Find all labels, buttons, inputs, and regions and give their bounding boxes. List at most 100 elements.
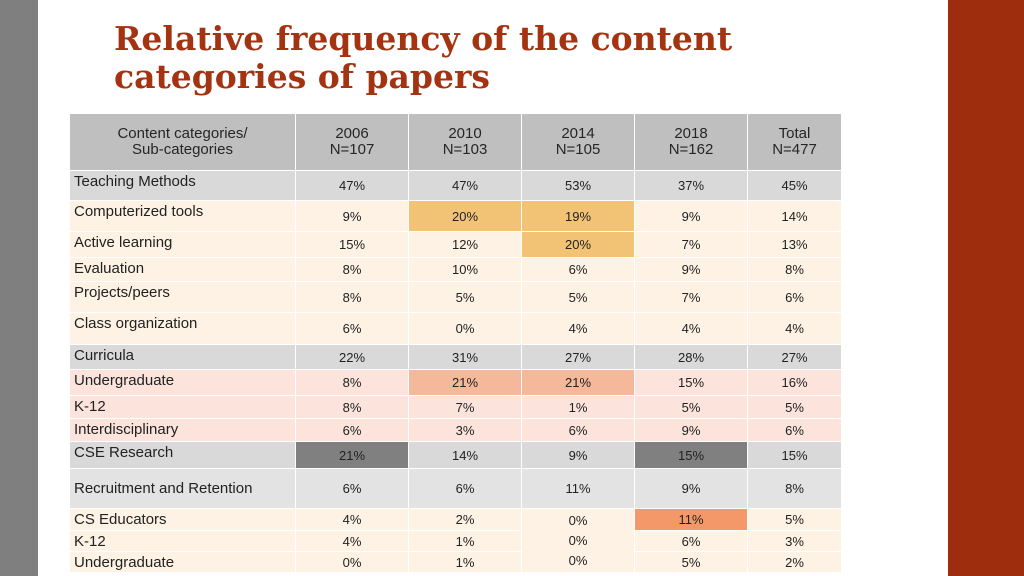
- cell-total: 4%: [747, 312, 842, 345]
- slide-title: Relative frequency of the content catego…: [114, 20, 914, 96]
- cell-2014: 53%: [521, 170, 635, 201]
- cell-2010: 6%: [408, 468, 522, 509]
- cell-2014-stack: 0% 0% 0%: [521, 508, 635, 573]
- cell-2018: 6%: [634, 530, 748, 552]
- table-row: Recruitment and Retention 6% 6% 11% 9% 8…: [69, 468, 842, 509]
- cell-total: 27%: [747, 344, 842, 370]
- cell-2010-highlight: 21%: [408, 369, 522, 396]
- cell-2014-highlight: 21%: [521, 369, 635, 396]
- cell-2010: 31%: [408, 344, 522, 370]
- row-label: Interdisciplinary: [69, 418, 296, 442]
- slide-title-line-2: categories of papers: [114, 57, 490, 96]
- cell-2014: 27%: [521, 344, 635, 370]
- table-row: Class organization 6% 0% 4% 4% 4%: [69, 312, 842, 345]
- cell-2018: 28%: [634, 344, 748, 370]
- cell-total: 3%: [747, 530, 842, 552]
- cell-2010: 3%: [408, 418, 522, 442]
- cell-2006: 6%: [295, 468, 409, 509]
- row-label: Undergraduate: [69, 551, 296, 573]
- cell-2014: 11%: [521, 468, 635, 509]
- cell-total: 45%: [747, 170, 842, 201]
- slide-title-line-1: Relative frequency of the content: [114, 19, 733, 58]
- cell-2018-highlight: 15%: [634, 441, 748, 469]
- frequency-table: Content categories/Sub-categories 2006 N=…: [69, 113, 842, 573]
- cell-2006: 8%: [295, 257, 409, 282]
- cell-2006: 6%: [295, 312, 409, 345]
- row-label: Computerized tools: [69, 200, 296, 232]
- table-row: Undergraduate 8% 21% 21% 15% 16%: [69, 369, 842, 396]
- cell-2018: 5%: [634, 395, 748, 419]
- row-label: Teaching Methods: [69, 170, 296, 201]
- cell-total: 2%: [747, 551, 842, 573]
- row-label: K-12: [69, 395, 296, 419]
- cell-2018: 7%: [634, 231, 748, 258]
- row-label: Curricula: [69, 344, 296, 370]
- cell-2018: 4%: [634, 312, 748, 345]
- table-row: Computerized tools 9% 20% 19% 9% 14%: [69, 200, 842, 232]
- cell-2006: 4%: [295, 530, 409, 552]
- table-row: Evaluation 8% 10% 6% 9% 8%: [69, 257, 842, 282]
- cell-2018: 9%: [634, 418, 748, 442]
- cell-2006: 8%: [295, 369, 409, 396]
- cell-2010: 0%: [408, 312, 522, 345]
- cell-total: 6%: [747, 418, 842, 442]
- table-row: CS Educators 4% 2% 0% 0% 0% 11% 5%: [69, 508, 842, 573]
- row-label: Undergraduate: [69, 369, 296, 396]
- cell-2006: 15%: [295, 231, 409, 258]
- cell-2006: 8%: [295, 395, 409, 419]
- cell-total: 16%: [747, 369, 842, 396]
- header-2006: 2006 N=107: [295, 113, 409, 171]
- table-row: Projects/peers 8% 5% 5% 7% 6%: [69, 281, 842, 313]
- cell-total: 15%: [747, 441, 842, 469]
- table-row: Curricula 22% 31% 27% 28% 27%: [69, 344, 842, 370]
- cell-2010: 12%: [408, 231, 522, 258]
- row-label: CSE Research: [69, 441, 296, 469]
- cell-2014: 4%: [521, 312, 635, 345]
- cell-2010: 1%: [408, 551, 522, 573]
- cell-2018: 15%: [634, 369, 748, 396]
- header-2010: 2010 N=103: [408, 113, 522, 171]
- row-label: Class organization: [69, 312, 296, 345]
- row-label: K-12: [69, 530, 296, 552]
- cell-2018: 5%: [634, 551, 748, 573]
- cell-total: 6%: [747, 281, 842, 313]
- cell-2006: 8%: [295, 281, 409, 313]
- cell-2018: 7%: [634, 281, 748, 313]
- cell-2018: 9%: [634, 200, 748, 232]
- cell-total: 14%: [747, 200, 842, 232]
- table-row: Interdisciplinary 6% 3% 6% 9% 6%: [69, 418, 842, 442]
- row-label: Active learning: [69, 231, 296, 258]
- cell-2010: 14%: [408, 441, 522, 469]
- cell-2018: 37%: [634, 170, 748, 201]
- cell-2018-highlight: 11%: [634, 508, 748, 531]
- cell-2014: 0%: [568, 553, 588, 568]
- right-accent-bar: [948, 0, 1024, 576]
- cell-2014: 0%: [568, 513, 588, 528]
- cell-2018: 9%: [634, 257, 748, 282]
- cell-2014-highlight: 19%: [521, 200, 635, 232]
- cell-total: 8%: [747, 468, 842, 509]
- row-label: Recruitment and Retention: [69, 468, 296, 509]
- left-decorative-bar: [0, 0, 38, 576]
- cell-2014: 1%: [521, 395, 635, 419]
- header-category: Content categories/Sub-categories: [69, 113, 296, 171]
- cell-2006-highlight: 21%: [295, 441, 409, 469]
- cell-2006: 6%: [295, 418, 409, 442]
- row-label: Projects/peers: [69, 281, 296, 313]
- table-header-row: Content categories/Sub-categories 2006 N=…: [69, 113, 842, 171]
- table-row: K-12 4% 1% 6% 3%: [69, 530, 842, 552]
- cell-2010: 2%: [408, 508, 522, 531]
- table-row: Undergraduate 0% 1% 5% 2%: [69, 551, 842, 573]
- cell-2010: 1%: [408, 530, 522, 552]
- cell-2006: 9%: [295, 200, 409, 232]
- cell-2010: 5%: [408, 281, 522, 313]
- cell-2006: 22%: [295, 344, 409, 370]
- table-row: Teaching Methods 47% 47% 53% 37% 45%: [69, 170, 842, 201]
- header-2014: 2014 N=105: [521, 113, 635, 171]
- row-label: Evaluation: [69, 257, 296, 282]
- cell-2018: 9%: [634, 468, 748, 509]
- cell-2006: 47%: [295, 170, 409, 201]
- header-2018: 2018 N=162: [634, 113, 748, 171]
- cell-2014: 6%: [521, 418, 635, 442]
- table-row: K-12 8% 7% 1% 5% 5%: [69, 395, 842, 419]
